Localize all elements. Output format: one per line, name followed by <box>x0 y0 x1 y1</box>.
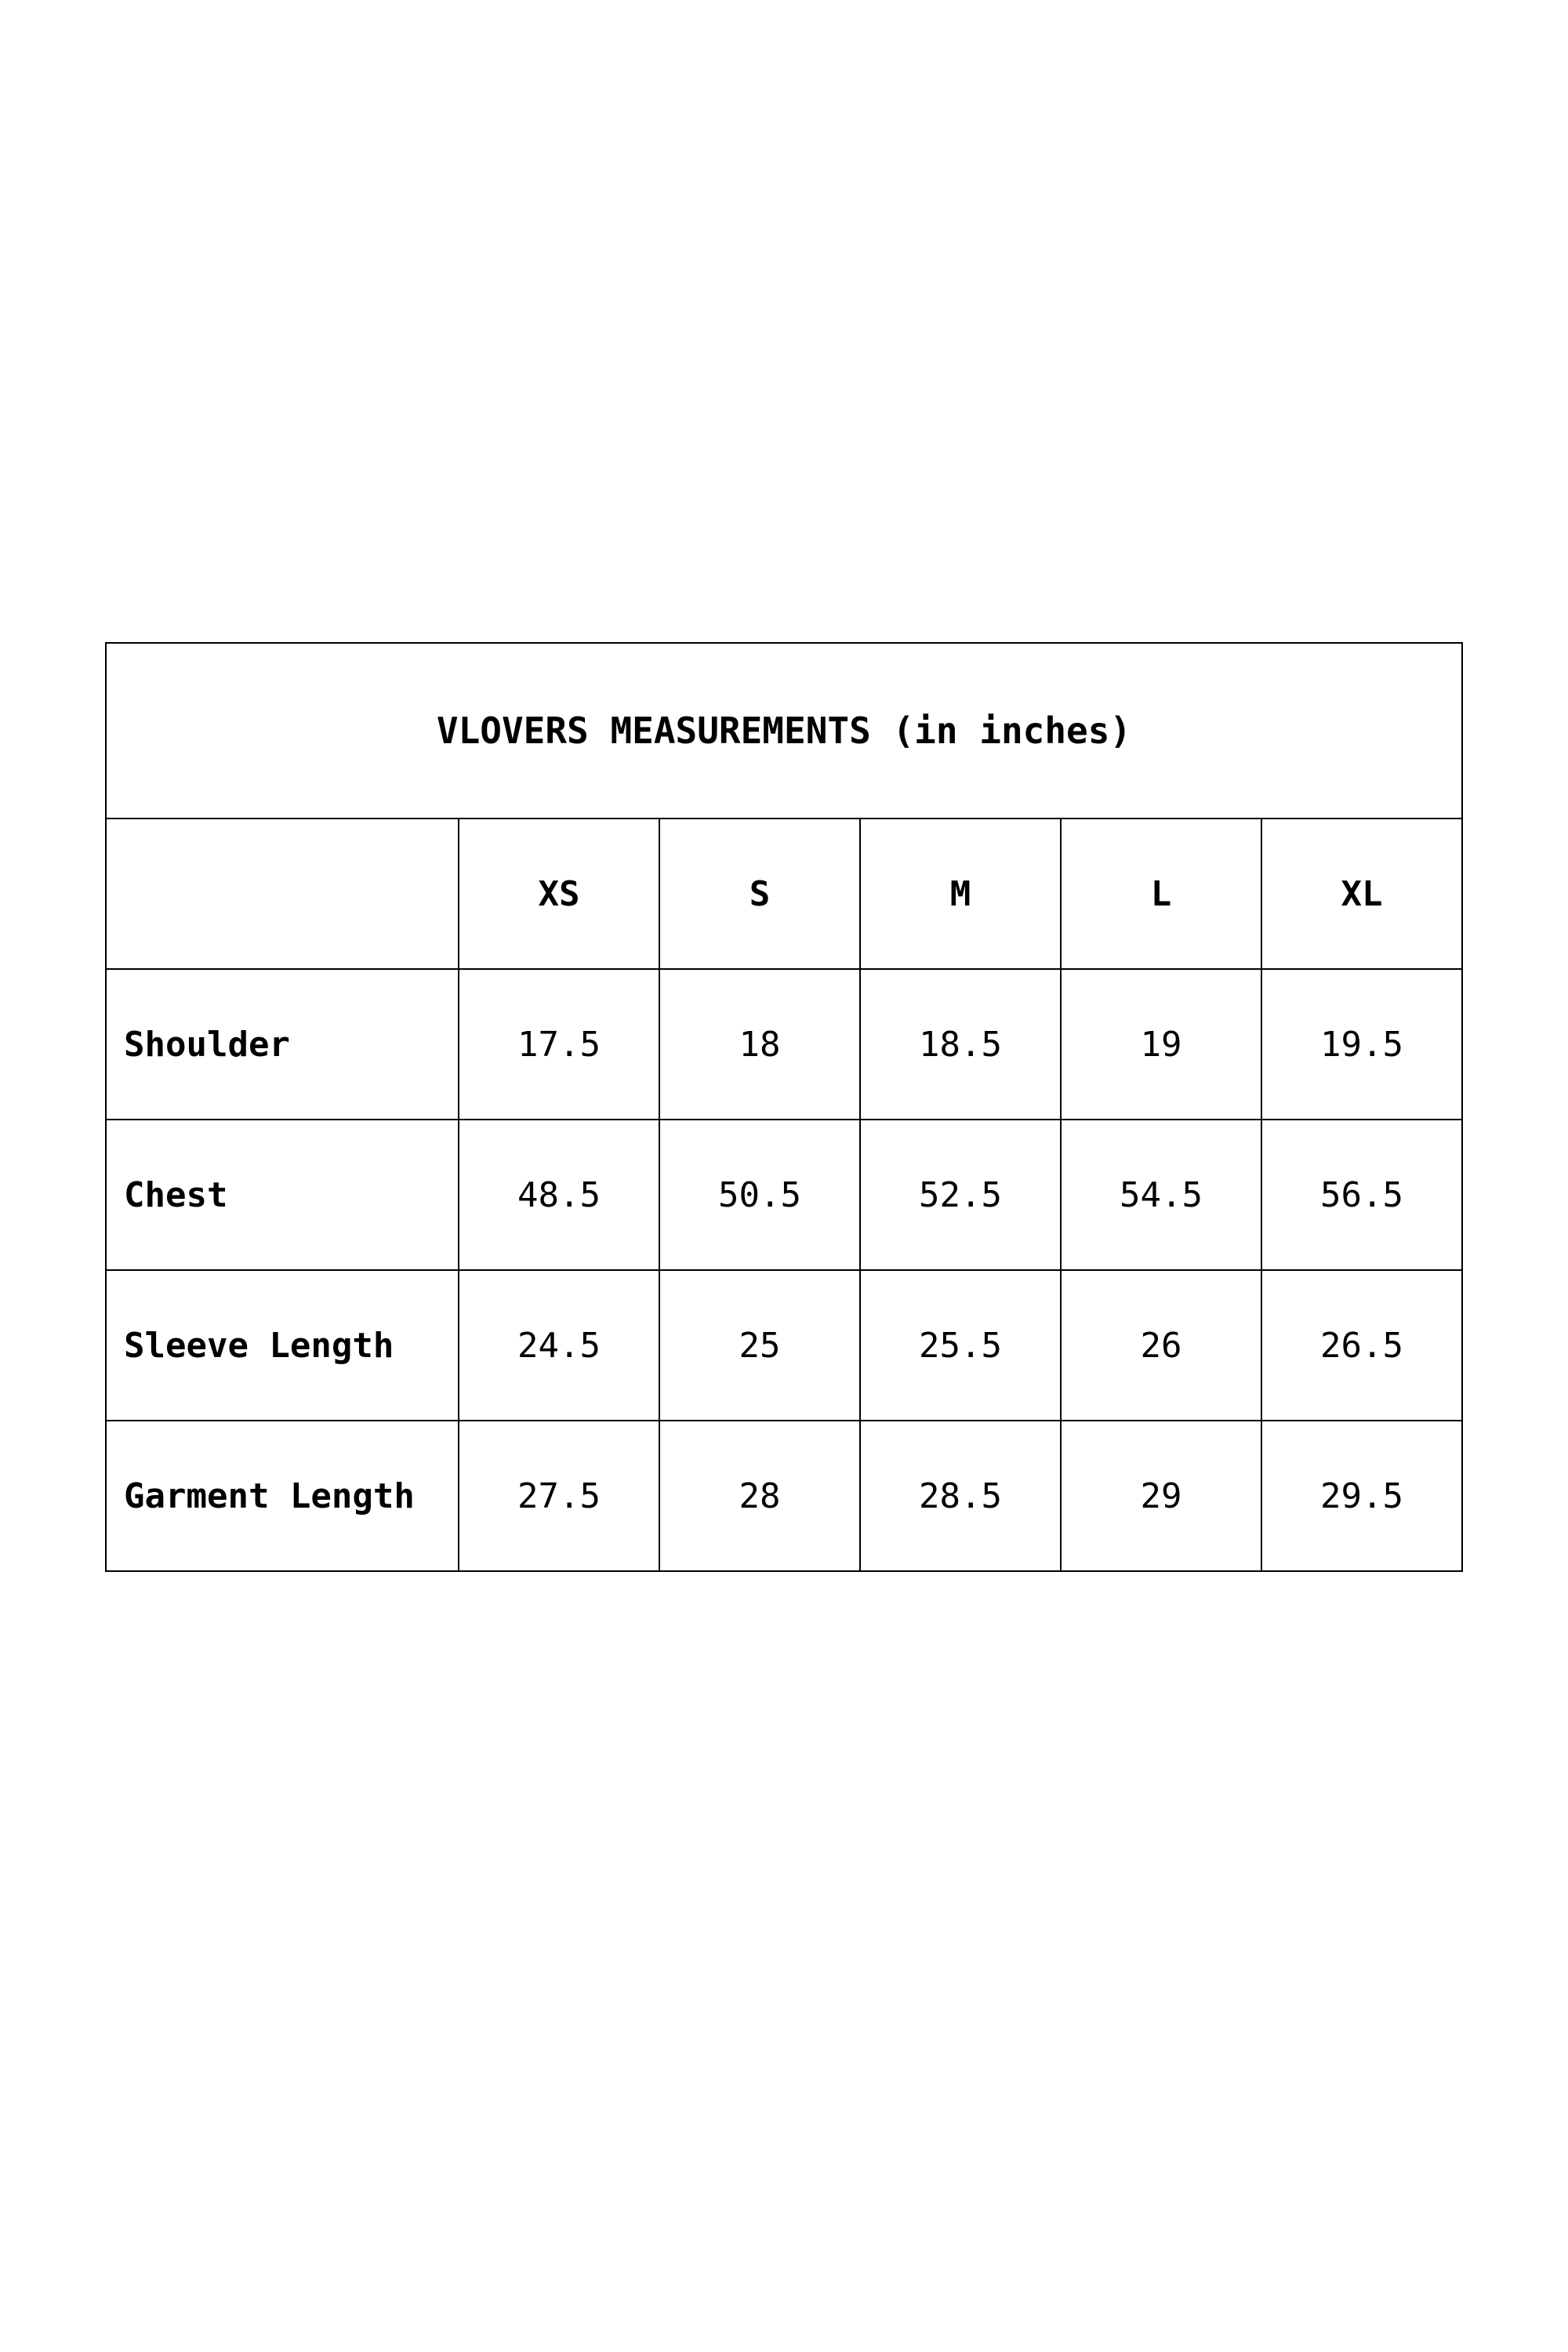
measurement-cell: 29 <box>1060 1420 1262 1572</box>
table-row: Sleeve Length 24.5 25 25.5 26 26.5 <box>105 1269 1463 1421</box>
measurement-cell: 48.5 <box>458 1119 660 1271</box>
measurement-cell: 50.5 <box>659 1119 861 1271</box>
measurement-cell: 54.5 <box>1060 1119 1262 1271</box>
table-row: Chest 48.5 50.5 52.5 54.5 56.5 <box>105 1119 1463 1271</box>
measurement-cell: 24.5 <box>458 1269 660 1421</box>
measurement-cell: 18 <box>659 968 861 1120</box>
measurement-cell: 19.5 <box>1261 968 1463 1120</box>
size-chart-table: VLOVERS MEASUREMENTS (in inches) XS S M … <box>105 642 1463 1572</box>
header-empty-cell <box>105 818 459 970</box>
header-row: XS S M L XL <box>105 818 1463 970</box>
size-header: S <box>659 818 861 970</box>
table-title: VLOVERS MEASUREMENTS (in inches) <box>105 642 1463 819</box>
table-row: Shoulder 17.5 18 18.5 19 19.5 <box>105 968 1463 1120</box>
measurement-cell: 29.5 <box>1261 1420 1463 1572</box>
measurement-cell: 19 <box>1060 968 1262 1120</box>
measurement-cell: 26.5 <box>1261 1269 1463 1421</box>
measurement-cell: 18.5 <box>859 968 1062 1120</box>
size-header: XS <box>458 818 660 970</box>
row-label: Garment Length <box>105 1420 459 1572</box>
measurement-cell: 28 <box>659 1420 861 1572</box>
row-label: Shoulder <box>105 968 459 1120</box>
measurement-cell: 27.5 <box>458 1420 660 1572</box>
measurement-cell: 25.5 <box>859 1269 1062 1421</box>
title-row: VLOVERS MEASUREMENTS (in inches) <box>105 642 1463 819</box>
measurement-cell: 52.5 <box>859 1119 1062 1271</box>
measurement-cell: 56.5 <box>1261 1119 1463 1271</box>
size-header: M <box>859 818 1062 970</box>
measurement-cell: 25 <box>659 1269 861 1421</box>
row-label: Sleeve Length <box>105 1269 459 1421</box>
measurement-cell: 28.5 <box>859 1420 1062 1572</box>
measurement-cell: 17.5 <box>458 968 660 1120</box>
table-row: Garment Length 27.5 28 28.5 29 29.5 <box>105 1420 1463 1572</box>
size-header: XL <box>1261 818 1463 970</box>
measurement-cell: 26 <box>1060 1269 1262 1421</box>
size-header: L <box>1060 818 1262 970</box>
row-label: Chest <box>105 1119 459 1271</box>
